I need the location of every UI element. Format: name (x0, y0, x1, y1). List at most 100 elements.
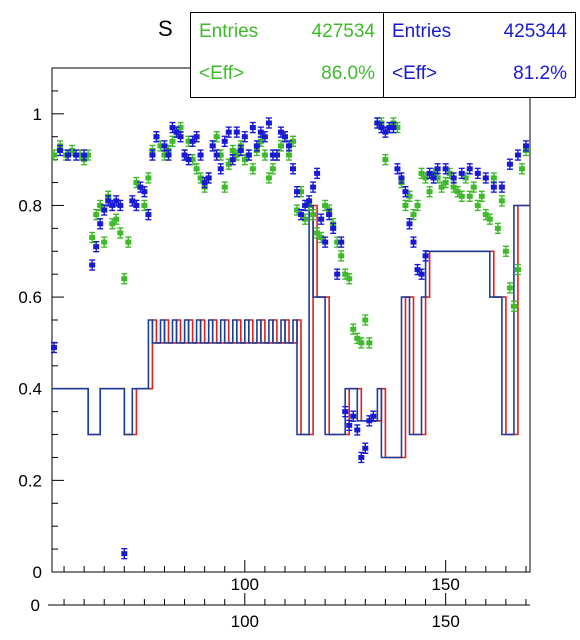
marker (294, 207, 301, 213)
marker (402, 189, 409, 195)
marker (350, 413, 357, 419)
marker (269, 166, 276, 172)
marker (285, 143, 292, 149)
blue-data-point (314, 167, 321, 180)
green-data-point (486, 213, 493, 225)
marker (330, 225, 337, 231)
marker (113, 198, 120, 204)
marker (97, 202, 104, 208)
marker (145, 175, 152, 181)
marker (474, 202, 481, 208)
marker (129, 198, 136, 204)
marker (121, 276, 128, 282)
blue-data-point (394, 163, 401, 175)
green-data-point (338, 250, 345, 262)
marker (181, 152, 188, 158)
marker (117, 230, 124, 236)
blue-data-point (398, 172, 405, 184)
marker (310, 212, 317, 218)
marker (141, 189, 148, 195)
green-data-point (510, 300, 517, 312)
eff-label: <Eff> (199, 63, 245, 84)
y-axis: 0 0.2 0.4 0.6 0.8 1 (18, 90, 64, 582)
marker (394, 125, 401, 131)
blue-data-point (338, 236, 345, 248)
blue-data-point (149, 149, 156, 161)
blue-data-point (145, 208, 152, 221)
green-data-point (101, 236, 108, 248)
green-data-point (117, 227, 124, 239)
marker (310, 184, 317, 190)
marker (77, 152, 84, 158)
blue-data-point (261, 131, 268, 143)
marker (89, 235, 96, 241)
blue-data-point (73, 149, 80, 161)
marker (426, 189, 433, 195)
blue-data-point (414, 263, 421, 276)
marker (470, 184, 477, 190)
green-data-point (514, 263, 521, 276)
marker (290, 138, 297, 144)
blue-data-point (358, 451, 365, 464)
marker (225, 161, 232, 167)
green-data-point (490, 172, 497, 184)
marker (350, 326, 357, 332)
marker (386, 125, 393, 131)
marker (257, 129, 264, 135)
marker (362, 317, 369, 323)
marker (241, 134, 248, 140)
marker (169, 125, 176, 131)
y-tick-label: 1 (33, 105, 42, 124)
blue-data-point (185, 153, 192, 166)
green-data-point (290, 135, 297, 148)
marker (121, 551, 128, 557)
marker (81, 152, 88, 158)
green-data-point (414, 199, 421, 212)
marker (241, 157, 248, 163)
marker (434, 175, 441, 181)
marker (390, 125, 397, 131)
marker (101, 207, 108, 213)
green-data-point (474, 199, 481, 212)
marker (326, 212, 333, 218)
blue-data-point (189, 135, 196, 148)
navy-step-line (52, 204, 530, 459)
blue-data-point (217, 163, 224, 175)
marker (93, 244, 100, 250)
y-tick-label: 0 (33, 563, 42, 582)
marker (185, 157, 192, 163)
marker (197, 175, 204, 181)
green-data-point (478, 190, 485, 202)
marker (430, 175, 437, 181)
marker (253, 143, 260, 149)
marker (438, 184, 445, 190)
marker (482, 175, 489, 181)
blue-data-point (197, 149, 204, 161)
blue-data-point (57, 144, 64, 157)
blue-data-point (89, 259, 96, 271)
blue-data-point (474, 167, 481, 180)
blue-data-point (406, 218, 413, 230)
green-data-point (350, 323, 357, 335)
blue-data-point (121, 547, 128, 560)
blue-data-point (97, 218, 104, 230)
marker (482, 212, 489, 218)
stats-box-blue: Entries 425344 <Eff> 81.2% (383, 12, 576, 98)
marker (366, 340, 373, 346)
marker (382, 129, 389, 135)
blue-data-point (93, 240, 100, 253)
marker (298, 212, 305, 218)
marker (85, 152, 92, 158)
green-data-point (494, 222, 501, 235)
marker (269, 152, 276, 158)
green-data-point (241, 153, 248, 166)
green-data-point (193, 163, 200, 175)
blue-data-point (418, 268, 425, 280)
marker (281, 134, 288, 140)
marker (157, 143, 164, 149)
blue-data-point (422, 250, 429, 262)
eff-value: 86.0% (321, 63, 375, 84)
marker (209, 143, 216, 149)
marker (338, 239, 345, 245)
marker (402, 202, 409, 208)
